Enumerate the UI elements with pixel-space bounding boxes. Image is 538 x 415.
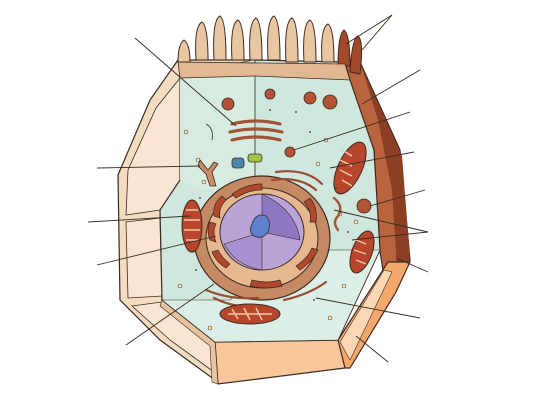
centrioles <box>231 153 263 169</box>
nucleus-cut-face-lower <box>223 231 263 271</box>
mitochondrion-left <box>181 199 203 253</box>
er-tubule-right <box>332 196 342 232</box>
cytoskeleton-filament <box>197 159 219 187</box>
er-segments <box>207 183 319 289</box>
apical-surface <box>177 61 351 81</box>
mitochondrion-right-upper <box>333 141 367 195</box>
cell-base-front <box>214 339 346 385</box>
cell-membrane-right-shadow <box>362 68 410 282</box>
nucleus-cut-face <box>261 193 301 241</box>
microtubule-strand <box>205 123 213 141</box>
leader-lines <box>87 14 429 363</box>
microvilli <box>177 15 335 63</box>
mitochondrion-right-lower <box>349 230 375 274</box>
golgi-apparatus <box>228 119 284 142</box>
cell-base-right-inner <box>339 269 393 361</box>
mitochondrion-bottom <box>219 303 281 325</box>
nucleolus <box>250 214 270 238</box>
microvilli-right <box>337 29 363 75</box>
lysosomes <box>221 88 372 214</box>
cytoplasm-left-face <box>180 60 255 190</box>
cell-wall-left-panel-lower <box>125 217 163 299</box>
free-ribosomes <box>195 109 349 301</box>
